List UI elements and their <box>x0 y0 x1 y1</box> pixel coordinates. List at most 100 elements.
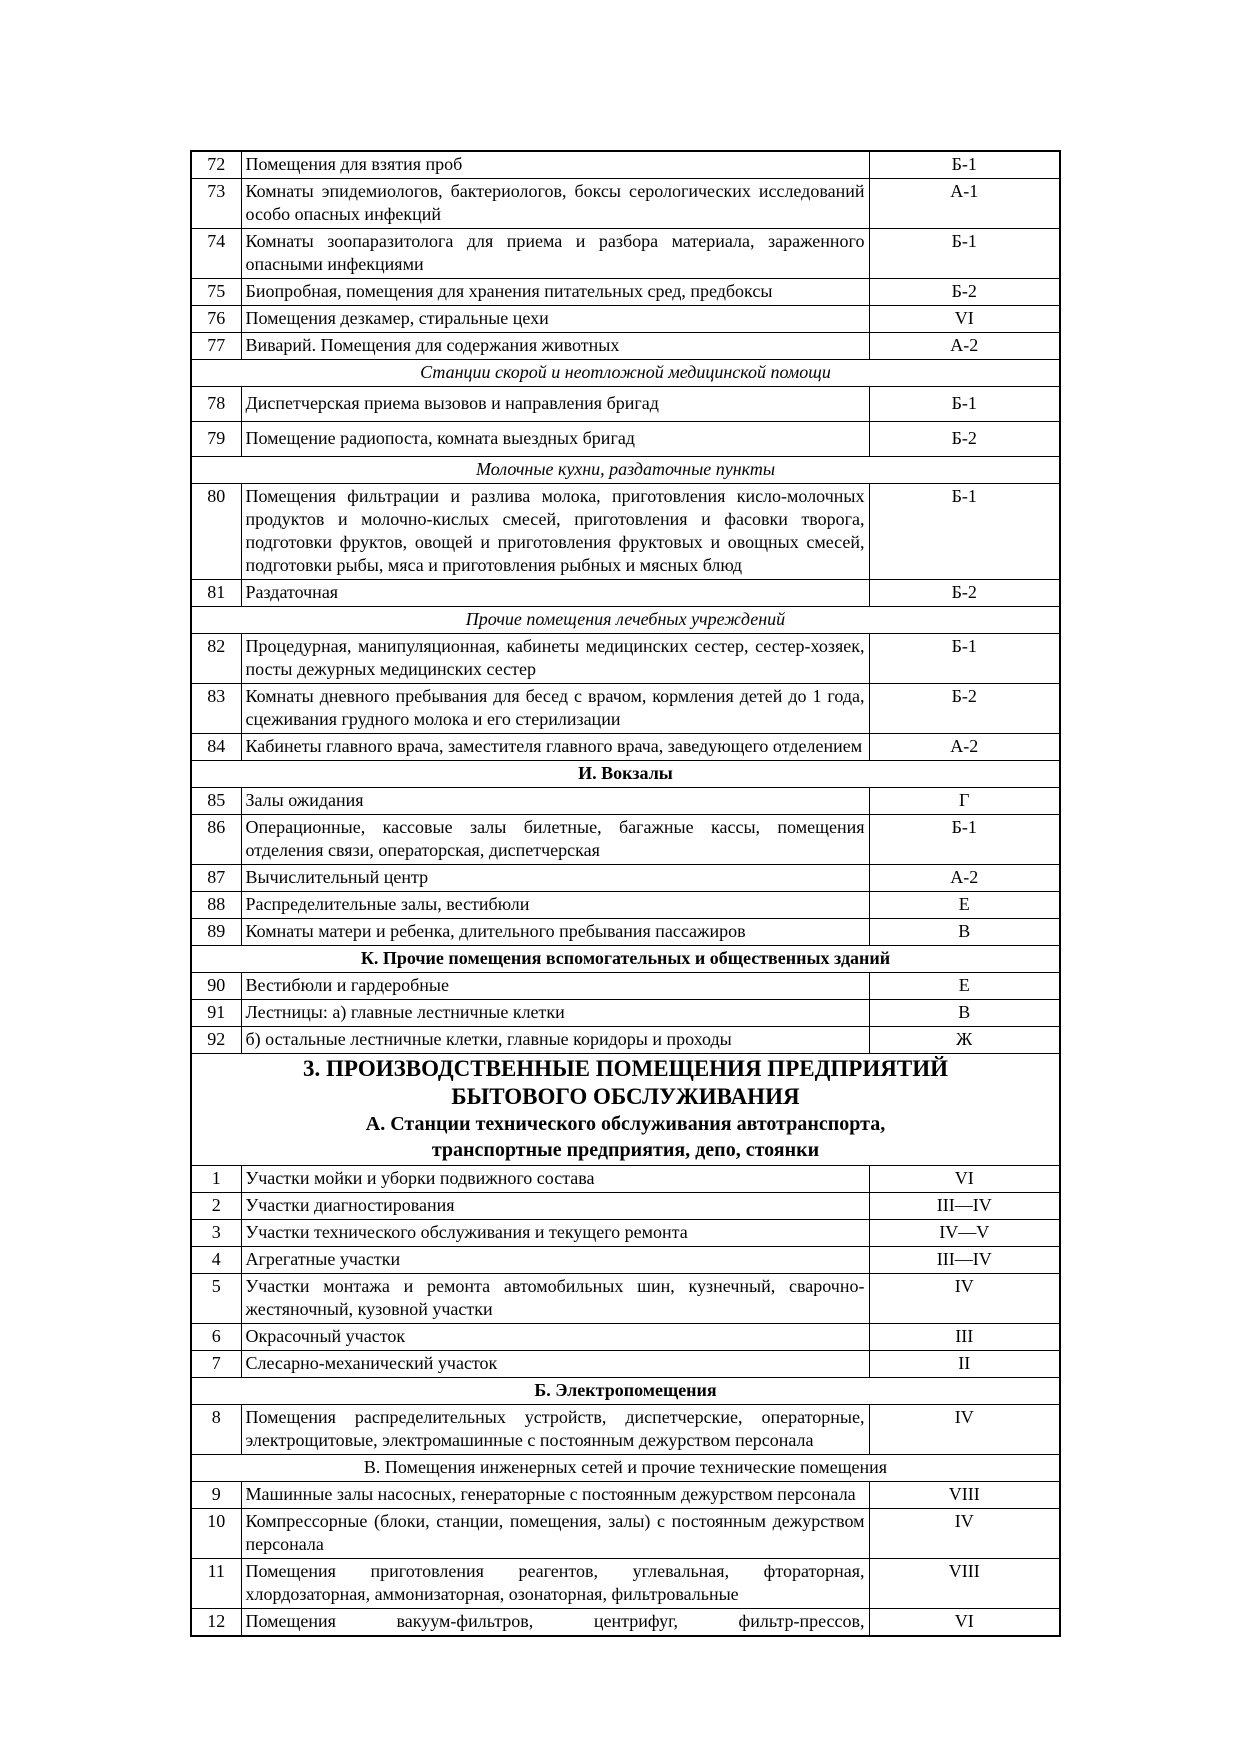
row-number: 10 <box>190 1508 242 1559</box>
table-row: 9 Машинные залы насосных, генераторные с … <box>190 1481 1061 1509</box>
category-code: А-2 <box>868 864 1061 892</box>
table-row: 88 Распределительные залы, вестибюли Е <box>190 891 1061 919</box>
row-number: 78 <box>190 386 242 422</box>
category-code: IV <box>868 1508 1061 1559</box>
table-row: 1 Участки мойки и уборки подвижного соста… <box>190 1165 1061 1193</box>
row-number: 1 <box>190 1165 242 1193</box>
row-number: 90 <box>190 972 242 1000</box>
table-row: 5 Участки монтажа и ремонта автомобильных… <box>190 1273 1061 1324</box>
table-row: 74 Комнаты зоопаразитолога для приема и р… <box>190 228 1061 279</box>
section-header-row: Б. Электропомещения <box>190 1377 1061 1405</box>
section-title: Прочие помещения лечебных учреждений <box>190 606 1061 634</box>
row-number: 81 <box>190 579 242 607</box>
room-description: Процедурная, манипуляционная, кабинеты м… <box>240 633 870 684</box>
category-code: Б-2 <box>868 421 1061 457</box>
section-title: Станции скорой и неотложной медицинской … <box>190 359 1061 387</box>
section-header-row: Молочные кухни, раздаточные пункты <box>190 456 1061 484</box>
category-code: А-1 <box>868 178 1061 229</box>
table-row: 79 Помещение радиопоста, комната выездных… <box>190 421 1061 457</box>
row-number: 73 <box>190 178 242 229</box>
section-number-title: 3. ПРОИЗВОДСТВЕННЫЕ ПОМЕЩЕНИЯ ПРЕДПРИЯТИ… <box>303 1056 948 1081</box>
category-code: В <box>868 918 1061 946</box>
row-number: 84 <box>190 733 242 761</box>
category-code: Б-1 <box>868 228 1061 279</box>
table-row: 84 Кабинеты главного врача, заместителя г… <box>190 733 1061 761</box>
table-row: 85 Залы ожидания Г <box>190 787 1061 815</box>
room-description: Агрегатные участки <box>240 1246 870 1274</box>
room-description: Биопробная, помещения для хранения питат… <box>240 278 870 306</box>
table-row: 77 Виварий. Помещения для содержания живо… <box>190 332 1061 360</box>
room-description: Распределительные залы, вестибюли <box>240 891 870 919</box>
section-title: И. Вокзалы <box>190 760 1061 788</box>
category-code: IV—V <box>868 1219 1061 1247</box>
row-number: 12 <box>190 1608 242 1637</box>
row-number: 6 <box>190 1323 242 1351</box>
room-description: Раздаточная <box>240 579 870 607</box>
category-code: III—IV <box>868 1246 1061 1274</box>
room-description: Комнаты зоопаразитолога для приема и раз… <box>240 228 870 279</box>
category-code: II <box>868 1350 1061 1378</box>
row-number: 91 <box>190 999 242 1027</box>
room-description: Помещения распределительных устройств, д… <box>240 1404 870 1455</box>
table-row: 91 Лестницы: а) главные лестничные клетки… <box>190 999 1061 1027</box>
table-row: 81 Раздаточная Б-2 <box>190 579 1061 607</box>
category-code: Е <box>868 972 1061 1000</box>
classification-table-body: 72 Помещения для взятия проб Б-1 73 Комнаты … <box>190 150 1061 1637</box>
section-title: К. Прочие помещения вспомогательных и об… <box>190 945 1061 973</box>
row-number: 92 <box>190 1026 242 1054</box>
table-row: 90 Вестибюли и гардеробные Е <box>190 972 1061 1000</box>
table-row: 4 Агрегатные участки III—IV <box>190 1246 1061 1274</box>
room-description: Диспетчерская приема вызовов и направлен… <box>240 386 870 422</box>
row-number: 76 <box>190 305 242 333</box>
room-description: Слесарно-механический участок <box>240 1350 870 1378</box>
table-row: 86 Операционные, кассовые залы билетные, … <box>190 814 1061 865</box>
row-number: 2 <box>190 1192 242 1220</box>
category-code: Б-1 <box>868 814 1061 865</box>
table-row: 76 Помещения дезкамер, стиральные цехи VI <box>190 305 1061 333</box>
row-number: 86 <box>190 814 242 865</box>
room-description: Вычислительный центр <box>240 864 870 892</box>
room-description: Комнаты матери и ребенка, длительного пр… <box>240 918 870 946</box>
section-title: В. Помещения инженерных сетей и прочие т… <box>190 1454 1061 1482</box>
row-number: 72 <box>190 150 242 179</box>
room-description: Вестибюли и гардеробные <box>240 972 870 1000</box>
section-header-row: В. Помещения инженерных сетей и прочие т… <box>190 1454 1061 1482</box>
section-header-row: И. Вокзалы <box>190 760 1061 788</box>
category-code: Ж <box>868 1026 1061 1054</box>
category-code: Б-2 <box>868 278 1061 306</box>
category-code: Е <box>868 891 1061 919</box>
row-number: 87 <box>190 864 242 892</box>
table-row: 73 Комнаты эпидемиологов, бактериологов, … <box>190 178 1061 229</box>
category-code: III—IV <box>868 1192 1061 1220</box>
category-code: Б-1 <box>868 150 1061 179</box>
row-number: 4 <box>190 1246 242 1274</box>
table-row: 72 Помещения для взятия проб Б-1 <box>190 150 1061 179</box>
table-row: 80 Помещения фильтрации и разлива молока,… <box>190 483 1061 580</box>
section-header-row: К. Прочие помещения вспомогательных и об… <box>190 945 1061 973</box>
room-description: Машинные залы насосных, генераторные с п… <box>240 1481 870 1509</box>
table-row: 82 Процедурная, манипуляционная, кабинеты… <box>190 633 1061 684</box>
room-description: Помещения приготовления реагентов, углев… <box>240 1558 870 1609</box>
room-description: Комнаты дневного пребывания для бесед с … <box>240 683 870 734</box>
category-code: Б-1 <box>868 633 1061 684</box>
row-number: 89 <box>190 918 242 946</box>
row-number: 75 <box>190 278 242 306</box>
category-code: III <box>868 1323 1061 1351</box>
table-row: 75 Биопробная, помещения для хранения пит… <box>190 278 1061 306</box>
room-description: Помещения дезкамер, стиральные цехи <box>240 305 870 333</box>
category-code: Б-2 <box>868 683 1061 734</box>
row-number: 80 <box>190 483 242 580</box>
row-number: 79 <box>190 421 242 457</box>
section-header-row: 3. ПРОИЗВОДСТВЕННЫЕ ПОМЕЩЕНИЯ ПРЕДПРИЯТИ… <box>190 1053 1061 1166</box>
category-code: IV <box>868 1404 1061 1455</box>
category-code: Б-1 <box>868 483 1061 580</box>
room-description: Комнаты эпидемиологов, бактериологов, бо… <box>240 178 870 229</box>
table-row: 2 Участки диагностирования III—IV <box>190 1192 1061 1220</box>
category-code: VIII <box>868 1481 1061 1509</box>
section-header: 3. ПРОИЗВОДСТВЕННЫЕ ПОМЕЩЕНИЯ ПРЕДПРИЯТИ… <box>190 1053 1061 1166</box>
row-number: 7 <box>190 1350 242 1378</box>
row-number: 8 <box>190 1404 242 1455</box>
row-number: 82 <box>190 633 242 684</box>
table-row: 83 Комнаты дневного пребывания для бесед … <box>190 683 1061 734</box>
row-number: 5 <box>190 1273 242 1324</box>
